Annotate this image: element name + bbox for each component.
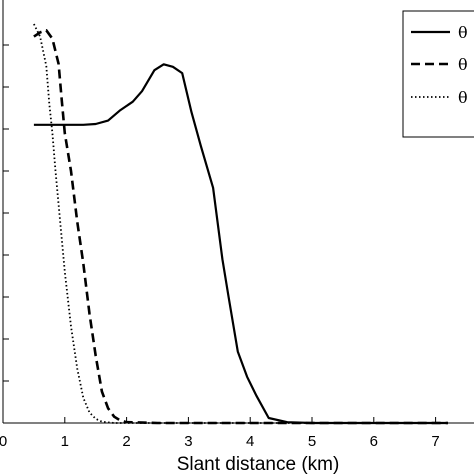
x-tick-label: 0 xyxy=(0,433,7,450)
x-tick-label: 1 xyxy=(61,433,69,450)
legend: θθθ xyxy=(402,10,474,138)
legend-label: θ xyxy=(458,88,468,107)
series-line-solid xyxy=(33,63,448,425)
x-tick-label: 5 xyxy=(308,433,316,450)
legend-label: θ xyxy=(458,55,468,74)
ticks: 0 1 2 3 4 5 6 7 xyxy=(0,44,440,450)
series xyxy=(33,23,448,425)
x-tick-label: 4 xyxy=(246,433,254,450)
legend-label: θ xyxy=(458,23,468,42)
x-tick-label: 7 xyxy=(431,433,439,450)
x-tick-label: 3 xyxy=(184,433,192,450)
x-tick-label: 6 xyxy=(370,433,378,450)
x-tick-label: 2 xyxy=(122,433,130,450)
x-axis-label: Slant distance (km) xyxy=(177,454,340,474)
axes xyxy=(2,0,474,424)
series-line-dashed xyxy=(33,28,448,425)
